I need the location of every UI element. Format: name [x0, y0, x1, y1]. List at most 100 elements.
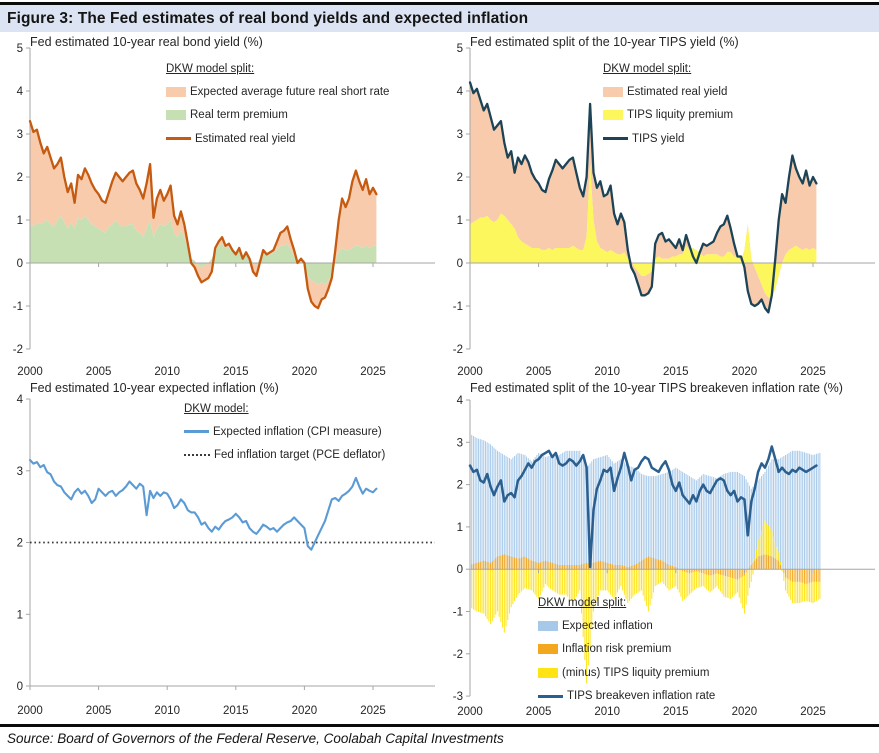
bar-inflation-risk-premium	[795, 569, 797, 582]
bar-expected-inflation	[598, 457, 600, 570]
bar-minus-liquidity-premium	[647, 569, 649, 612]
y-tick-label: 2	[457, 172, 463, 184]
bar-expected-inflation	[738, 473, 740, 570]
bar-minus-liquidity-premium	[613, 569, 615, 599]
bar-inflation-risk-premium	[623, 566, 625, 570]
bar-minus-liquidity-premium	[526, 569, 528, 589]
bar-expected-inflation	[570, 450, 572, 570]
bar-inflation-risk-premium	[769, 556, 771, 570]
legend: DKW model split: Expected inflation Infla…	[538, 597, 715, 708]
bar-inflation-risk-premium	[752, 562, 754, 570]
y-tick-label: -2	[453, 649, 463, 661]
bar-minus-liquidity-premium	[766, 523, 768, 555]
bar-expected-inflation	[680, 470, 682, 570]
legend-swatch-area	[166, 110, 186, 121]
bar-minus-liquidity-premium	[508, 569, 510, 614]
bar-minus-liquidity-premium	[793, 581, 795, 604]
bar-minus-liquidity-premium	[721, 575, 723, 594]
bar-inflation-risk-premium	[809, 569, 811, 583]
bar-expected-inflation	[719, 476, 721, 570]
bar-inflation-risk-premium	[725, 569, 727, 577]
bar-inflation-risk-premium	[714, 569, 716, 574]
bar-minus-liquidity-premium	[663, 569, 665, 584]
bar-minus-liquidity-premium	[498, 569, 500, 617]
bar-inflation-risk-premium	[519, 558, 521, 570]
bar-minus-liquidity-premium	[543, 569, 545, 588]
bar-expected-inflation	[555, 455, 557, 570]
line-total	[28, 119, 378, 310]
bar-inflation-risk-premium	[802, 569, 804, 583]
bar-inflation-risk-premium	[653, 558, 654, 570]
y-tick-label: 1	[17, 609, 23, 621]
bar-minus-liquidity-premium	[610, 569, 612, 595]
bar-inflation-risk-premium	[726, 569, 728, 577]
bar-expected-inflation	[668, 471, 670, 570]
bar-minus-liquidity-premium	[764, 520, 766, 555]
bar-minus-liquidity-premium	[563, 569, 565, 595]
bar-expected-inflation	[809, 453, 811, 570]
bar-minus-liquidity-premium	[472, 569, 474, 610]
bar-expected-inflation	[496, 450, 498, 570]
chart-real-bond-yield-plot: -2 -1 0 1 2 3 4 5 2000 2005 2010 2015 2020 2025	[13, 43, 435, 378]
bar-minus-liquidity-premium	[699, 572, 701, 588]
line-expected-inflation	[28, 458, 378, 551]
bar-inflation-risk-premium	[483, 560, 485, 570]
legend-label: Real term premium	[190, 109, 288, 122]
bar-minus-liquidity-premium	[505, 569, 507, 627]
bar-minus-liquidity-premium	[649, 569, 651, 606]
bar-minus-liquidity-premium	[682, 571, 684, 601]
bar-expected-inflation	[769, 462, 771, 570]
bar-minus-liquidity-premium	[680, 570, 682, 597]
y-tick-label: 4	[457, 395, 464, 407]
bar-inflation-risk-premium	[484, 561, 486, 570]
bar-minus-liquidity-premium	[598, 569, 600, 596]
x-tick-label: 2000	[457, 706, 483, 718]
bar-expected-inflation	[520, 453, 522, 570]
bar-inflation-risk-premium	[682, 569, 684, 572]
bar-expected-inflation	[541, 455, 543, 570]
bar-minus-liquidity-premium	[642, 569, 644, 596]
bar-inflation-risk-premium	[749, 567, 751, 570]
bar-minus-liquidity-premium	[704, 574, 706, 588]
bar-minus-liquidity-premium	[752, 569, 754, 575]
bar-minus-liquidity-premium	[659, 569, 661, 583]
bar-inflation-risk-premium	[594, 562, 596, 570]
bar-inflation-risk-premium	[587, 562, 589, 570]
bar-inflation-risk-premium	[627, 567, 629, 570]
bar-minus-liquidity-premium	[562, 569, 564, 595]
legend-item: (minus) TIPS liquity premium	[538, 661, 715, 685]
bar-inflation-risk-premium	[635, 563, 637, 570]
bar-expected-inflation	[814, 454, 816, 570]
bar-minus-liquidity-premium	[580, 569, 582, 614]
bar-inflation-risk-premium	[810, 569, 812, 583]
bar-minus-liquidity-premium	[737, 579, 739, 593]
bar-inflation-risk-premium	[738, 569, 740, 579]
bar-inflation-risk-premium	[618, 565, 620, 570]
bar-inflation-risk-premium	[788, 569, 790, 580]
bar-minus-liquidity-premium	[683, 571, 685, 600]
chart-tips-yield-split-plot: -2 -1 0 1 2 3 4 5 2000 2005 2010 2015 2020 2025	[453, 43, 875, 378]
bar-expected-inflation	[490, 444, 492, 570]
bar-minus-liquidity-premium	[474, 569, 476, 611]
legend: DKW model split: Expected average future…	[166, 63, 389, 151]
area-band	[30, 121, 377, 309]
bar-expected-inflation	[611, 461, 613, 570]
bar-inflation-risk-premium	[503, 554, 505, 570]
area-bottom	[30, 215, 377, 285]
bar-expected-inflation	[786, 453, 788, 570]
bar-expected-inflation	[673, 468, 675, 570]
bar-inflation-risk-premium	[493, 559, 495, 570]
bar-expected-inflation	[606, 455, 608, 570]
bar-expected-inflation	[713, 477, 715, 570]
bar-expected-inflation	[471, 434, 473, 570]
bar-minus-liquidity-premium	[692, 572, 694, 592]
bar-inflation-risk-premium	[771, 556, 773, 570]
bar-inflation-risk-premium	[774, 558, 776, 570]
bar-inflation-risk-premium	[680, 569, 682, 571]
bar-minus-liquidity-premium	[711, 575, 713, 591]
x-tick-label: 2015	[223, 705, 249, 717]
bar-minus-liquidity-premium	[558, 569, 560, 595]
bar-expected-inflation	[586, 467, 588, 570]
bar-minus-liquidity-premium	[742, 576, 744, 609]
